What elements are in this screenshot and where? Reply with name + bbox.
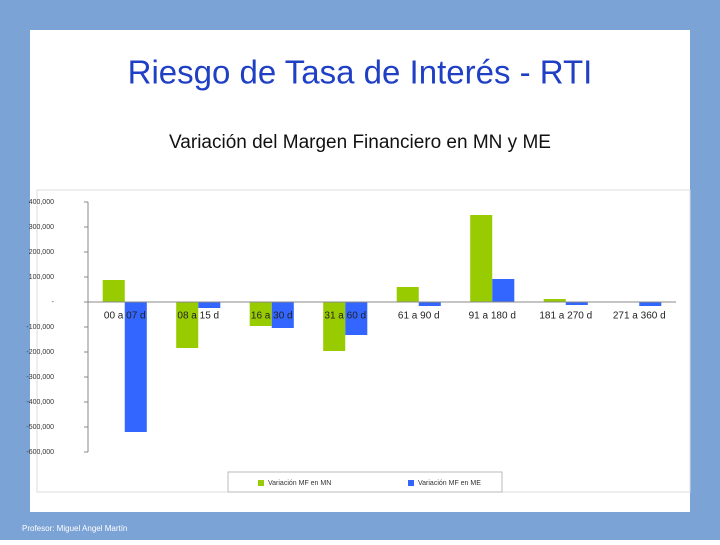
x-tick-label: 91 a 180 d [469,311,516,322]
bar [543,299,566,302]
x-tick-label: 16 a 30 d [251,311,293,322]
bar [492,279,515,302]
x-tick-label: 00 a 07 d [104,311,146,322]
bar [176,302,199,348]
y-tick-label: -300,000 [26,374,54,381]
bar [418,302,441,306]
footer: Profesor: Miguel Angel Martín [22,524,127,533]
y-tick-label: -100,000 [26,324,54,331]
y-tick-label: - [52,299,55,306]
bar [198,302,221,308]
y-tick-label: -500,000 [26,424,54,431]
y-tick-label: -200,000 [26,349,54,356]
x-tick-label: 31 a 60 d [324,311,366,322]
bar [323,302,346,351]
x-tick-label: 181 a 270 d [539,311,592,322]
legend-swatch [408,480,414,486]
x-tick-label: 61 a 90 d [398,311,440,322]
legend-box [227,471,503,493]
legend-swatch [258,480,264,486]
legend-label: Variación MF en ME [418,480,481,487]
bar [124,302,147,432]
y-tick-label: -400,000 [26,399,54,406]
x-tick-label: 08 a 15 d [177,311,219,322]
x-tick-label: 271 a 360 d [613,311,666,322]
y-tick-label: 100,000 [29,274,54,281]
y-tick-label: 400,000 [29,199,54,206]
bar [102,280,125,302]
bar [345,302,368,335]
y-tick-label: 300,000 [29,224,54,231]
slide-title: Riesgo de Tasa de Interés - RTI [128,54,593,91]
y-tick-label: 200,000 [29,249,54,256]
y-tick-label: -600,000 [26,449,54,456]
bar [396,287,419,302]
bar [565,302,588,305]
slide-panel [30,30,690,512]
bar [470,215,493,302]
legend-label: Variación MF en MN [268,480,331,487]
bar [249,302,272,326]
bar [639,302,662,306]
chart-title: Variación del Margen Financiero en MN y … [169,132,551,153]
bar [271,302,294,328]
